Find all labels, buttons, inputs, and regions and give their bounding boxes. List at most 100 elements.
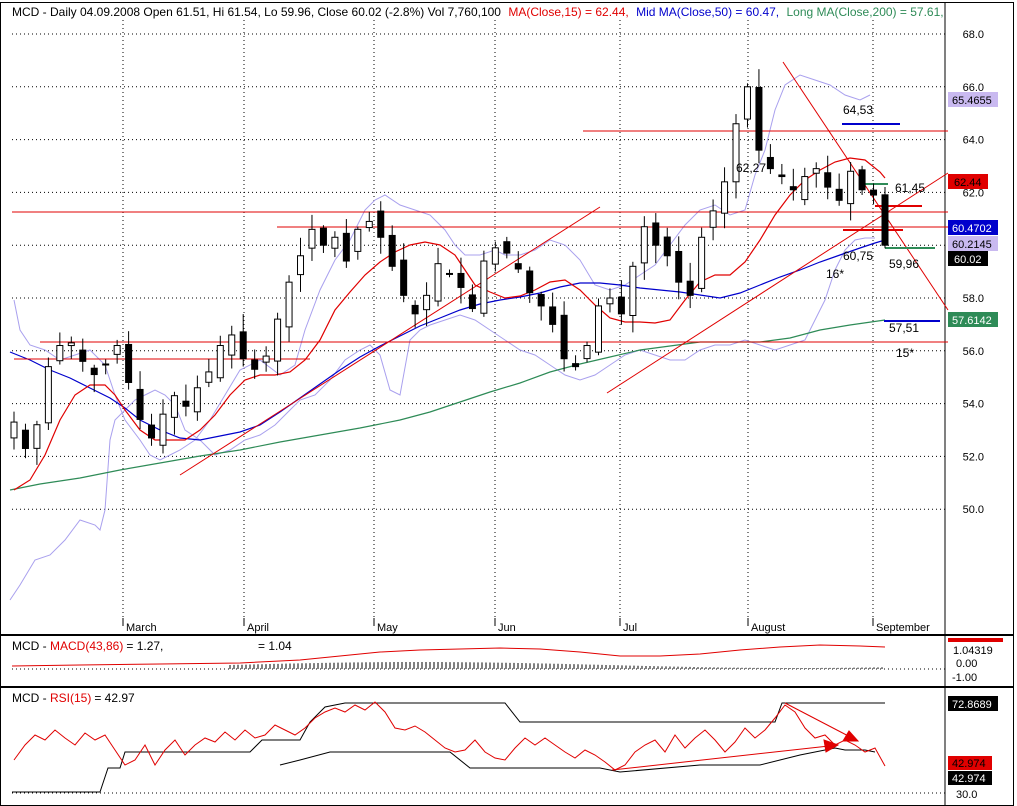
annotation-16-star: 16*: [826, 267, 844, 281]
candle-body-down: [824, 172, 832, 188]
candle: [205, 358, 213, 388]
annotation-62-27: 62,27: [736, 161, 766, 175]
ma15-line: [13, 157, 886, 491]
candle: [67, 336, 75, 359]
candle: [457, 257, 465, 304]
x-month-label: August: [751, 622, 785, 634]
macd-signal-value: = 1.04: [258, 639, 292, 653]
candle: [606, 288, 614, 313]
candle-body-down: [870, 189, 878, 196]
candle-body-down: [789, 186, 797, 191]
candle-body-up: [262, 355, 270, 363]
candle: [640, 216, 648, 280]
candle-body-up: [583, 345, 591, 360]
candle: [526, 266, 534, 303]
time-grid: [122, 20, 874, 626]
candle: [743, 83, 751, 128]
candle: [228, 325, 236, 369]
candle-body-up: [629, 265, 637, 316]
candle: [583, 341, 591, 363]
candle: [251, 349, 259, 379]
candle: [560, 301, 568, 372]
candle-body-down: [468, 294, 476, 310]
rsi-arrowhead-2: [842, 730, 860, 742]
candle-body-down: [319, 227, 327, 246]
candle-body-up: [297, 255, 305, 276]
candle: [388, 225, 396, 271]
candle-body-down: [858, 169, 866, 191]
x-month-label: Jul: [623, 622, 637, 634]
candle: [262, 346, 270, 372]
candle-body-down: [148, 424, 156, 439]
candle: [766, 144, 774, 174]
candle-body-up: [594, 305, 602, 353]
candle: [835, 173, 843, 206]
candle-body-up: [743, 86, 751, 120]
header-ma15: MA(Close,15) = 62.44,: [508, 5, 628, 19]
candle: [136, 371, 144, 430]
rsi-header-value: = 42.97: [94, 691, 135, 705]
tag-bg-bb-lower: [948, 236, 998, 251]
x-month-label: April: [247, 622, 269, 634]
rsi-tag-bg-value2: [948, 771, 992, 785]
candle: [182, 384, 190, 417]
candle: [274, 312, 282, 376]
candle-body-down: [136, 388, 144, 420]
candle-body-down: [342, 232, 350, 262]
candle: [79, 338, 87, 372]
y-tick-label: 66.0: [963, 82, 984, 94]
candle: [652, 213, 660, 264]
candle-body-up: [354, 228, 362, 252]
candle: [193, 375, 201, 421]
rsi-header-prefix: MCD -: [12, 691, 50, 705]
candle: [21, 423, 29, 459]
tag-bg-ma50: [948, 220, 998, 235]
candle-body-up: [709, 210, 717, 228]
tag-bg-bb-upper: [948, 92, 998, 107]
candle-body-down: [514, 263, 522, 270]
macd-panel-frame: [0, 635, 1014, 687]
tag-ma15: 62.44: [954, 177, 982, 189]
candle-body-up: [698, 236, 706, 289]
candle-body-down: [778, 174, 786, 178]
candle-body-down: [79, 349, 87, 362]
candle-body-down: [182, 400, 190, 407]
candle-body-down: [251, 359, 259, 370]
header-ma200: Long MA(Close,200) = 57.61,: [786, 5, 943, 19]
candle-body-down: [377, 210, 385, 238]
tag-bb-lower: 60.2145: [952, 239, 992, 251]
candle: [480, 250, 488, 317]
candle-body-up: [102, 363, 110, 366]
y-tick-label: 68.0: [963, 29, 984, 41]
candle: [148, 413, 156, 446]
price-panel-frame: [0, 2, 1014, 635]
candle: [732, 114, 740, 199]
candle: [594, 298, 602, 356]
candle-body-up: [33, 424, 41, 449]
rsi-tag-value2: 42.974: [952, 773, 986, 785]
rsi-trend-arrows: [611, 702, 860, 771]
candle-body-up: [56, 345, 64, 362]
rsi-lower-envelope: [279, 747, 876, 773]
candle: [216, 335, 224, 382]
tag-bg-ma200: [948, 312, 998, 327]
candle: [675, 236, 683, 300]
candle-body-up: [67, 342, 75, 347]
candle: [400, 243, 408, 303]
candle: [44, 357, 52, 430]
header-ma50: Mid MA(Close,50) = 60.47,: [636, 5, 779, 19]
candle-body-up: [331, 236, 339, 249]
candle-body-down: [766, 156, 774, 170]
candle-body-up: [170, 395, 178, 418]
candle: [617, 280, 625, 325]
candle: [56, 332, 64, 365]
candle: [881, 186, 889, 249]
candle-body-up: [812, 168, 820, 174]
candle: [354, 226, 362, 260]
rsi-tag-bg-max: [948, 696, 998, 711]
candle: [755, 69, 763, 164]
candle: [90, 364, 98, 393]
candle: [870, 183, 878, 205]
y-tick-label: 58.0: [963, 293, 984, 305]
candle: [801, 167, 809, 206]
